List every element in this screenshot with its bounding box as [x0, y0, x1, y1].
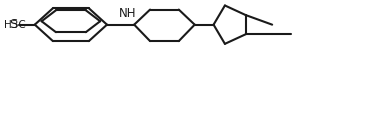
Text: H3C: H3C — [4, 20, 26, 30]
Text: S: S — [9, 18, 17, 31]
Text: NH: NH — [119, 7, 136, 20]
